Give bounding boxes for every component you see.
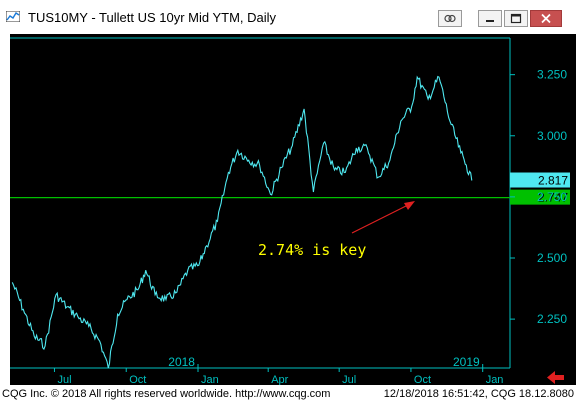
y-tick-label: 2.250 bbox=[537, 312, 567, 326]
annotation-text: 2.74% is key bbox=[258, 241, 366, 259]
maximize-button[interactable] bbox=[504, 10, 528, 27]
minimize-button[interactable] bbox=[478, 10, 502, 27]
chart-panel[interactable]: 2.747 2.817 2.74% is key 3.250 3.000 2.750… bbox=[10, 34, 576, 386]
x-tick-label: Jul bbox=[57, 374, 71, 385]
annotation-arrow-head bbox=[404, 201, 415, 210]
close-icon bbox=[541, 13, 551, 24]
window-title: TUS10MY - Tullett US 10yr Mid YTM, Daily bbox=[28, 10, 277, 25]
chart-app-icon bbox=[6, 11, 20, 22]
yield-series-line bbox=[11, 75, 473, 369]
x-tick-label: Apr bbox=[271, 374, 288, 385]
copyright-text: CQG Inc. © 2018 All rights reserved worl… bbox=[2, 388, 331, 400]
x-tick-label: Jan bbox=[201, 374, 219, 385]
y-tick-label: 2.500 bbox=[537, 251, 567, 265]
timestamp-version: 12/18/2018 16:51:42, CQG 18.12.8080 bbox=[383, 388, 574, 400]
title-bar[interactable]: TUS10MY - Tullett US 10yr Mid YTM, Daily bbox=[0, 0, 576, 34]
minimize-icon bbox=[486, 20, 494, 22]
last-price-badge bbox=[510, 172, 570, 188]
support-line-badge bbox=[510, 189, 570, 205]
x-tick-label: Jan bbox=[486, 374, 504, 385]
y-tick-label: 3.250 bbox=[537, 68, 567, 82]
x-tick-label: Oct bbox=[414, 374, 431, 385]
y-tick-label: 2.750 bbox=[537, 190, 567, 204]
year-label: 2018 bbox=[168, 355, 195, 369]
last-price-label: 2.817 bbox=[538, 174, 568, 188]
link-button[interactable] bbox=[438, 10, 462, 27]
left-arrow-icon bbox=[547, 371, 564, 384]
maximize-icon bbox=[510, 13, 522, 24]
x-tick-label: Oct bbox=[129, 374, 146, 385]
support-line-label: 2.747 bbox=[538, 191, 568, 205]
x-tick-label: Jul bbox=[342, 374, 356, 385]
status-bar: CQG Inc. © 2018 All rights reserved worl… bbox=[0, 385, 576, 404]
annotation-arrow-line bbox=[351, 204, 409, 234]
y-tick-label: 3.000 bbox=[537, 129, 567, 143]
scroll-left-button[interactable] bbox=[544, 370, 566, 385]
close-button[interactable] bbox=[530, 10, 562, 27]
price-chart[interactable]: 2.747 2.817 2.74% is key 3.250 3.000 2.750… bbox=[10, 34, 576, 386]
link-icon bbox=[444, 14, 456, 23]
year-label: 2019 bbox=[453, 355, 480, 369]
